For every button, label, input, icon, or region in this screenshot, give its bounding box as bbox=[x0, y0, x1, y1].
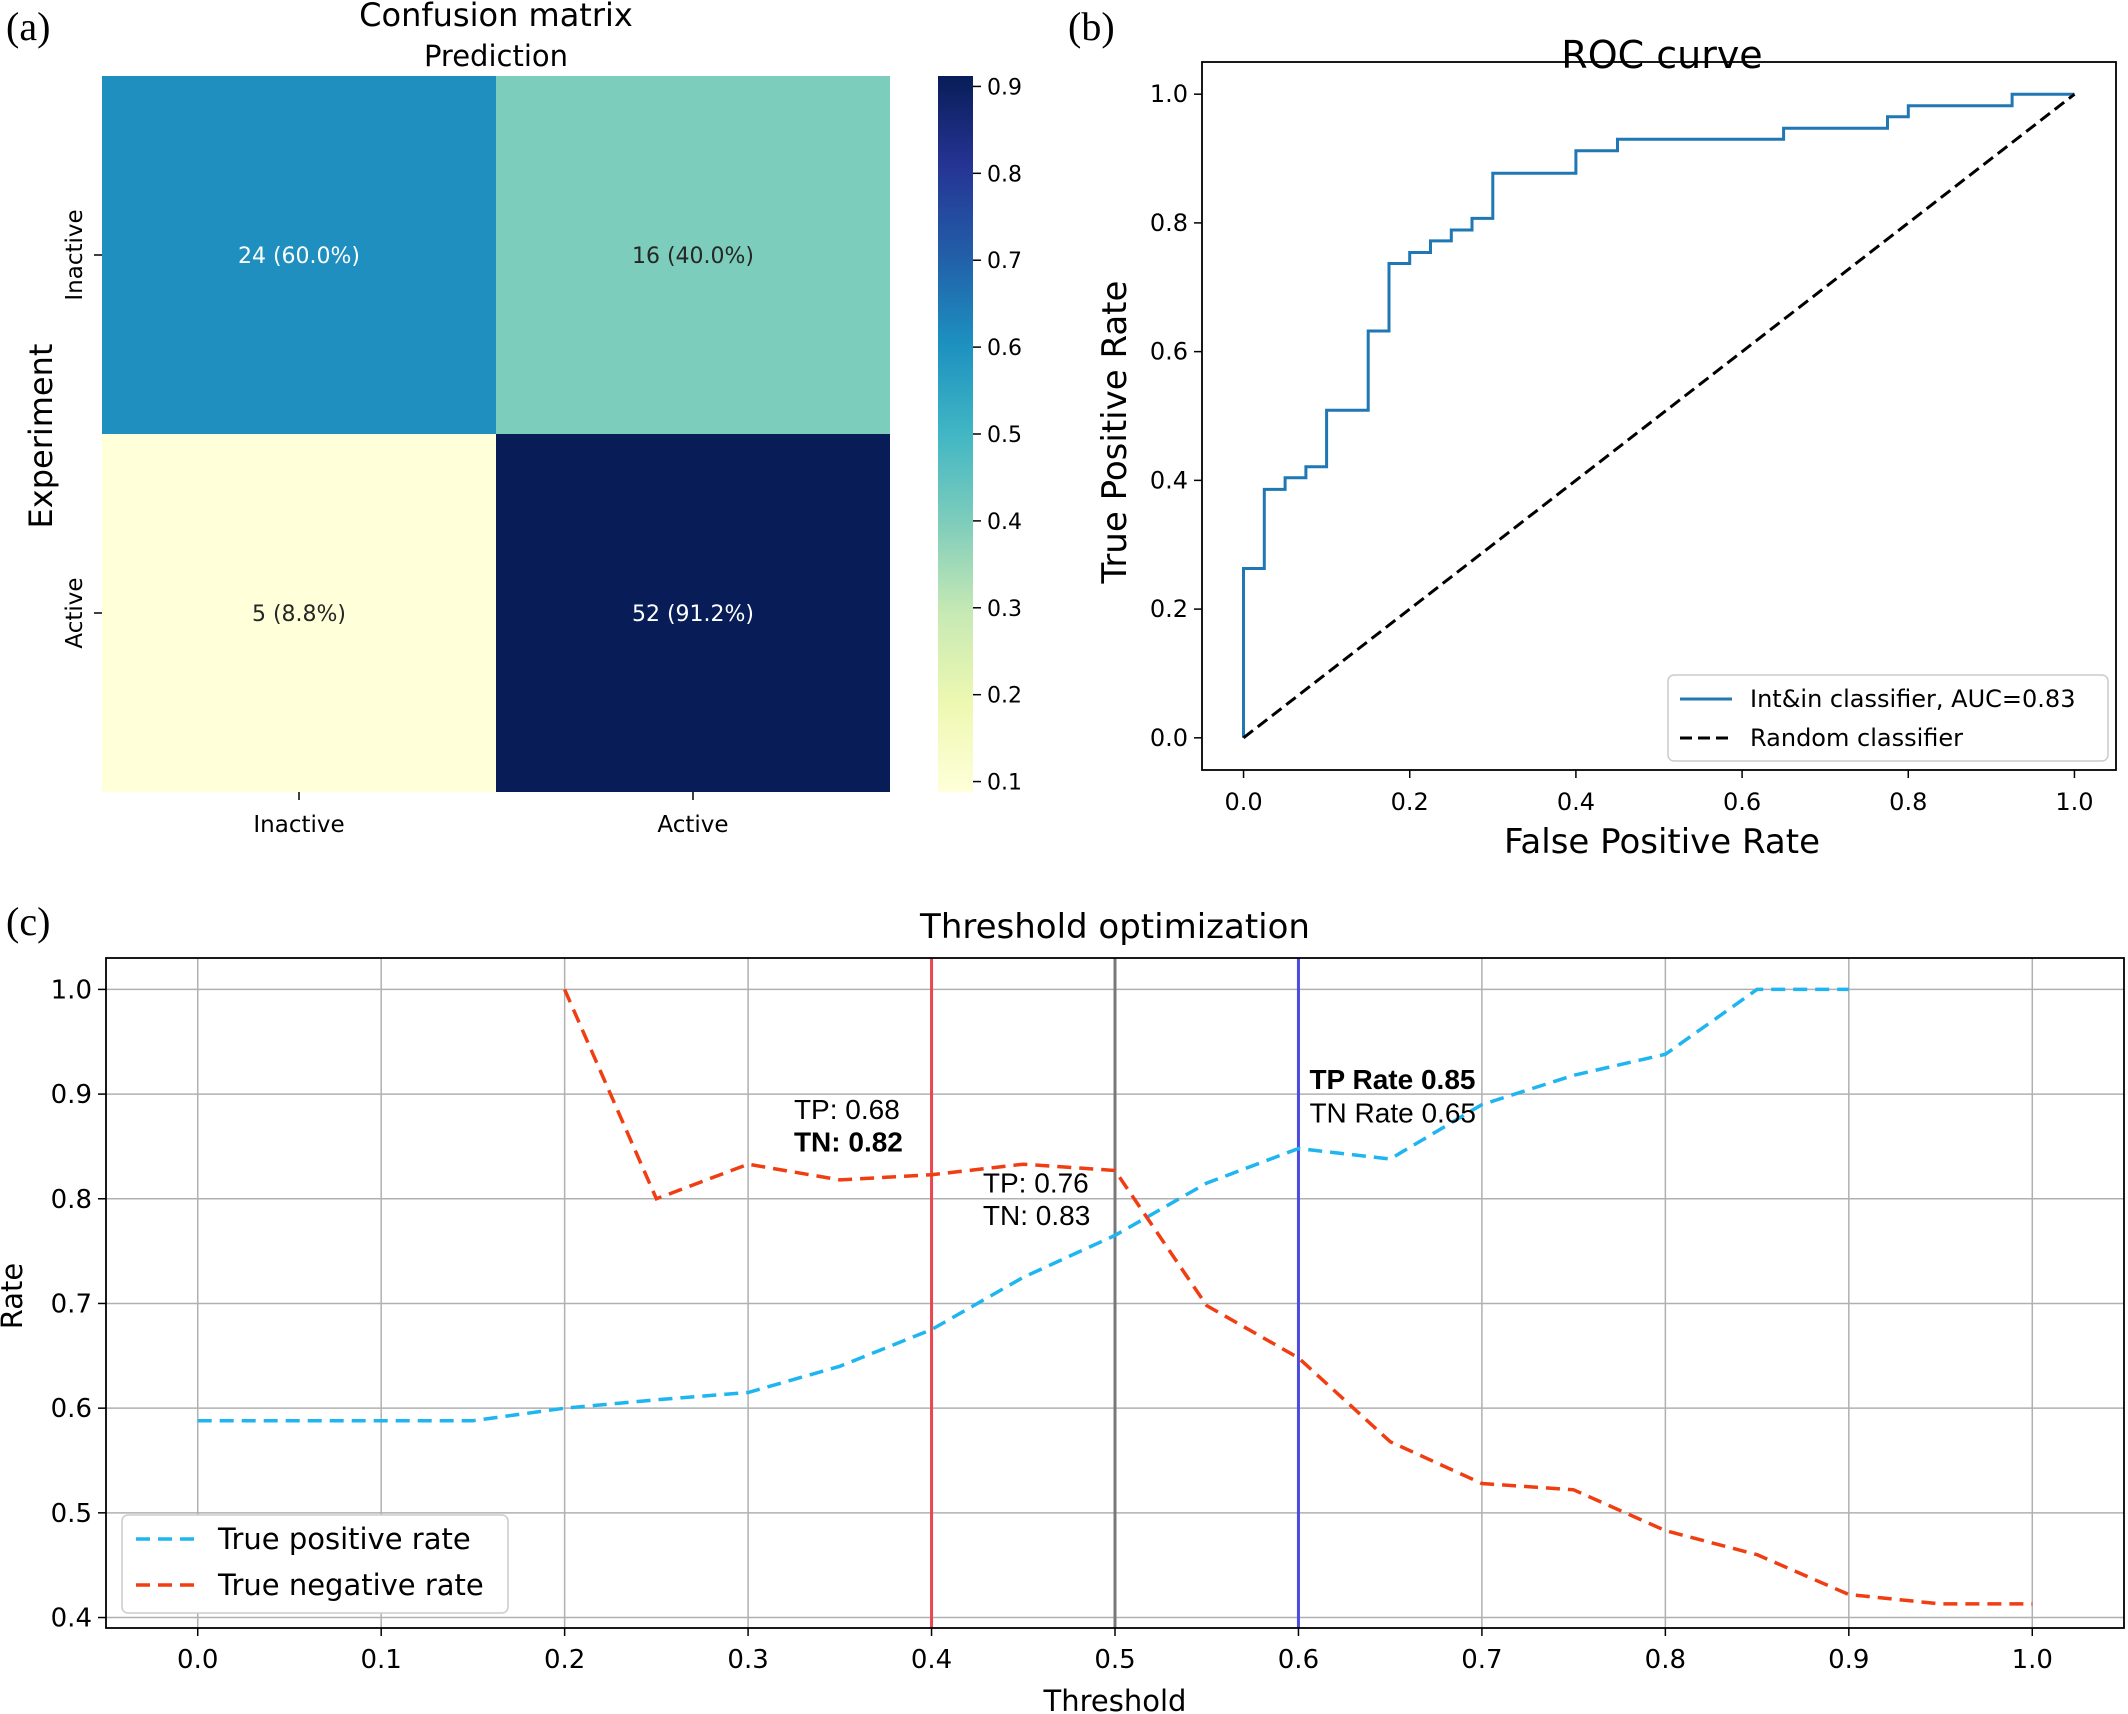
roc-xtick-label: 1.0 bbox=[2055, 788, 2093, 816]
panel-label-a: (a) bbox=[6, 4, 50, 49]
roc-ytick-label: 0.2 bbox=[1150, 595, 1188, 623]
roc-xtick-label: 0.0 bbox=[1224, 788, 1262, 816]
roc-ytick-label: 0.4 bbox=[1150, 466, 1188, 494]
cm-ticks: Inactive Active Inactive Active bbox=[62, 209, 729, 838]
panel-label-c: (c) bbox=[6, 899, 50, 944]
roc-series-line bbox=[1242, 92, 2075, 738]
cm-colorbar bbox=[938, 76, 973, 792]
cm-colorbar-tick-label: 0.6 bbox=[987, 336, 1022, 361]
cm-ytick-label: Active bbox=[62, 577, 88, 648]
thr-series-line bbox=[197, 987, 1849, 1423]
roc-xtick-label: 0.8 bbox=[1889, 788, 1927, 816]
thr-xlabel: Threshold bbox=[1043, 1684, 1187, 1714]
cm-colorbar-tick-label: 0.9 bbox=[987, 75, 1022, 100]
cm-colorbar-tick-label: 0.8 bbox=[987, 162, 1022, 187]
roc-ytick-label: 0.6 bbox=[1150, 338, 1188, 366]
thr-ytick-label: 0.5 bbox=[51, 1499, 92, 1529]
cm-cell-label: 24 (60.0%) bbox=[238, 244, 360, 269]
threshold-panel: Threshold optimization Threshold Rate TP… bbox=[0, 907, 2125, 1714]
thr-ytick-label: 0.9 bbox=[51, 1080, 92, 1110]
thr-ytick-label: 0.8 bbox=[51, 1185, 92, 1215]
cm-colorbar-tick-label: 0.2 bbox=[987, 684, 1022, 709]
roc-xtick-label: 0.4 bbox=[1557, 788, 1595, 816]
roc-xtick-label: 0.2 bbox=[1391, 788, 1429, 816]
cm-colorbar-tick-label: 0.5 bbox=[987, 423, 1022, 448]
cm-xlabel: Prediction bbox=[424, 39, 568, 73]
confusion-matrix-panel: Confusion matrix Prediction Experiment 2… bbox=[22, 0, 1022, 838]
thr-annotation-line1: TP: 0.76 bbox=[983, 1168, 1089, 1199]
thr-annotation-line2: TN Rate 0.65 bbox=[1309, 1097, 1476, 1128]
cm-ytick-label: Inactive bbox=[62, 209, 88, 300]
thr-annotation-line1: TP: 0.68 bbox=[794, 1094, 900, 1125]
roc-ytick-label: 0.8 bbox=[1150, 209, 1188, 237]
thr-title: Threshold optimization bbox=[919, 907, 1310, 947]
roc-xlabel: False Positive Rate bbox=[1504, 822, 1820, 862]
thr-xtick-label: 0.2 bbox=[544, 1645, 585, 1675]
thr-ytick-label: 1.0 bbox=[51, 975, 92, 1005]
cm-cell bbox=[102, 76, 496, 434]
cm-cell bbox=[496, 434, 890, 792]
thr-xtick-label: 0.7 bbox=[1461, 1645, 1502, 1675]
thr-xtick-label: 1.0 bbox=[2012, 1645, 2053, 1675]
thr-ytick-label: 0.6 bbox=[51, 1394, 92, 1424]
cm-cell bbox=[496, 76, 890, 434]
thr-ytick-label: 0.4 bbox=[51, 1604, 92, 1634]
roc-legend bbox=[1667, 674, 2109, 762]
thr-xtick-label: 0.9 bbox=[1828, 1645, 1869, 1675]
cm-colorbar-tick-label: 0.1 bbox=[987, 771, 1022, 796]
roc-axes-frame bbox=[1201, 61, 2117, 771]
thr-xtick-label: 0.4 bbox=[911, 1645, 952, 1675]
roc-xtick-label: 0.6 bbox=[1723, 788, 1761, 816]
panel-label-b: (b) bbox=[1068, 4, 1115, 49]
cm-cell-label: 16 (40.0%) bbox=[632, 244, 754, 269]
cm-colorbar-ticks: 0.1 0.2 0.3 0.4 0.5 0.6 0.7 0.8 0.9 bbox=[973, 75, 1022, 796]
thr-legend-label: True positive rate bbox=[217, 1522, 471, 1556]
thr-xtick-label: 0.8 bbox=[1645, 1645, 1686, 1675]
roc-legend-label: Int&in classifier, AUC=0.83 bbox=[1750, 685, 2075, 713]
roc-panel: ROC curve False Positive Rate True Posit… bbox=[1095, 33, 2117, 862]
thr-xtick-label: 0.5 bbox=[1094, 1645, 1135, 1675]
cm-colorbar-tick-label: 0.7 bbox=[987, 249, 1022, 274]
roc-title: ROC curve bbox=[1561, 33, 1762, 77]
thr-xtick-label: 0.3 bbox=[727, 1645, 768, 1675]
cm-cell-label: 5 (8.8%) bbox=[252, 602, 346, 627]
cm-xtick-label: Active bbox=[657, 812, 728, 838]
cm-colorbar-tick-label: 0.3 bbox=[987, 597, 1022, 622]
thr-annotation-line2: TN: 0.83 bbox=[983, 1200, 1090, 1231]
roc-series-line bbox=[1242, 93, 2076, 739]
cm-cell-label: 52 (91.2%) bbox=[632, 602, 754, 627]
cm-colorbar-tick-label: 0.4 bbox=[987, 510, 1022, 535]
thr-xtick-label: 0.1 bbox=[361, 1645, 402, 1675]
thr-annotation-line1: TP Rate 0.85 bbox=[1309, 1064, 1475, 1095]
thr-xtick-label: 0.0 bbox=[177, 1645, 218, 1675]
roc-legend-label: Random classifier bbox=[1750, 724, 1963, 752]
roc-ytick-label: 1.0 bbox=[1150, 80, 1188, 108]
roc-ytick-label: 0.0 bbox=[1150, 724, 1188, 752]
cm-ylabel: Experiment bbox=[22, 344, 60, 529]
cm-xtick-label: Inactive bbox=[253, 812, 344, 838]
thr-annotation-line2: TN: 0.82 bbox=[794, 1127, 903, 1158]
cm-cell bbox=[102, 434, 496, 792]
thr-legend-label: True negative rate bbox=[217, 1568, 484, 1602]
roc-plot-area: 0.0 0.2 0.4 0.6 0.8 1.0 0.0 0.2 0.4 0.6 0.8 1.0 Int&… bbox=[1150, 61, 2117, 816]
thr-legend bbox=[121, 1514, 509, 1614]
thr-ytick-label: 0.7 bbox=[51, 1289, 92, 1319]
thr-ylabel: Rate bbox=[0, 1263, 29, 1330]
cm-cells: 24 (60.0%) 16 (40.0%) 5 (8.8%) 52 (91.2%) bbox=[102, 76, 890, 792]
roc-ylabel: True Positive Rate bbox=[1095, 281, 1135, 585]
thr-xtick-label: 0.6 bbox=[1278, 1645, 1319, 1675]
cm-title: Confusion matrix bbox=[359, 0, 633, 34]
